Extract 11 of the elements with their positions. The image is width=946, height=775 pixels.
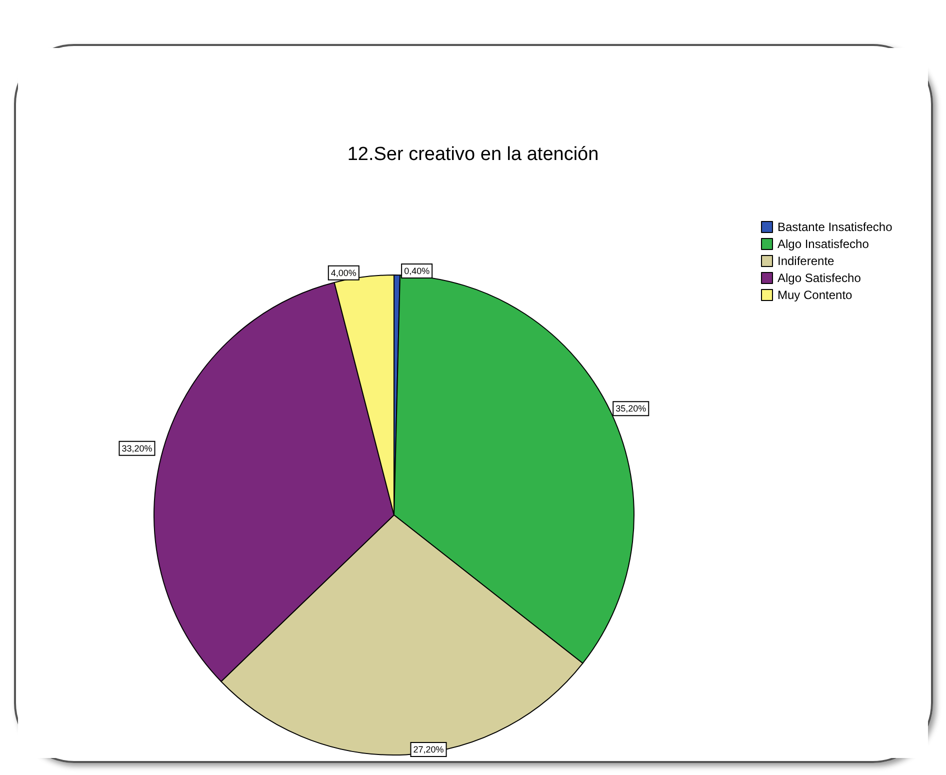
chart-title: 12.Ser creativo en la atención	[347, 144, 599, 165]
data-label: 35,20%	[616, 404, 646, 414]
data-label: 27,20%	[413, 744, 444, 754]
legend-label: Indiferente	[778, 254, 835, 268]
legend-label: Muy Contento	[778, 288, 853, 302]
legend-label: Algo Satisfecho	[778, 271, 862, 285]
data-label: 0,40%	[404, 266, 430, 276]
legend-label: Algo Insatisfecho	[778, 237, 870, 251]
legend-label: Bastante Insatisfecho	[778, 220, 893, 234]
data-label: 4,00%	[330, 268, 356, 278]
data-label: 33,20%	[122, 443, 152, 454]
